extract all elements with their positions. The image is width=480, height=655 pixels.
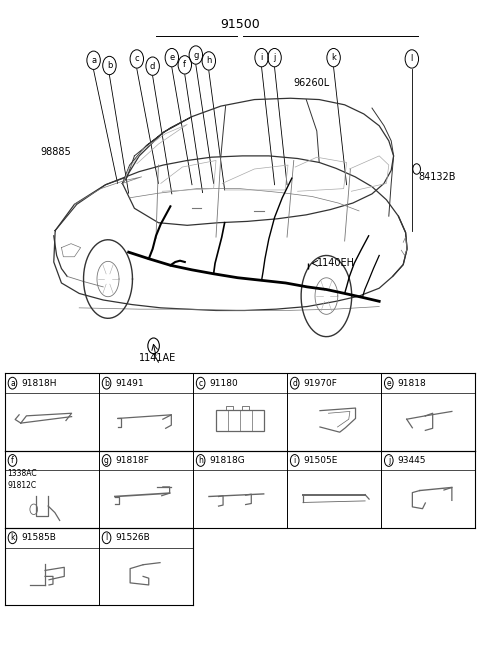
Text: j: j bbox=[274, 53, 276, 62]
Text: l: l bbox=[106, 533, 108, 542]
Text: i: i bbox=[261, 53, 263, 62]
Text: 1338AC: 1338AC bbox=[8, 470, 37, 478]
Text: a: a bbox=[91, 56, 96, 65]
Text: 91818G: 91818G bbox=[209, 456, 245, 465]
Text: i: i bbox=[294, 456, 296, 465]
Text: d: d bbox=[150, 62, 156, 71]
Text: k: k bbox=[331, 53, 336, 62]
Bar bbox=[216, 409, 264, 432]
Text: l: l bbox=[411, 54, 413, 64]
Text: f: f bbox=[11, 456, 14, 465]
Text: b: b bbox=[107, 61, 112, 70]
Text: c: c bbox=[134, 54, 139, 64]
Text: d: d bbox=[292, 379, 297, 388]
Text: 91505E: 91505E bbox=[303, 456, 338, 465]
Text: h: h bbox=[198, 456, 203, 465]
Text: 84132B: 84132B bbox=[419, 172, 456, 182]
Text: 91585B: 91585B bbox=[21, 533, 56, 542]
Text: 93445: 93445 bbox=[397, 456, 426, 465]
Text: 91818F: 91818F bbox=[115, 456, 149, 465]
Text: e: e bbox=[169, 53, 174, 62]
Text: 1140EH: 1140EH bbox=[317, 258, 355, 269]
Text: e: e bbox=[386, 379, 391, 388]
Text: k: k bbox=[10, 533, 15, 542]
Text: b: b bbox=[104, 379, 109, 388]
Text: 91818H: 91818H bbox=[21, 379, 57, 388]
Text: 91818: 91818 bbox=[397, 379, 426, 388]
Text: a: a bbox=[10, 379, 15, 388]
Text: 91812C: 91812C bbox=[8, 481, 37, 490]
Text: h: h bbox=[206, 56, 212, 66]
Text: 1141AE: 1141AE bbox=[139, 353, 176, 364]
Text: 96260L: 96260L bbox=[294, 77, 330, 88]
Text: 98885: 98885 bbox=[41, 147, 72, 157]
Text: 91500: 91500 bbox=[220, 18, 260, 31]
Text: g: g bbox=[193, 50, 199, 60]
Text: 91491: 91491 bbox=[115, 379, 144, 388]
Text: f: f bbox=[183, 60, 186, 69]
Text: 91526B: 91526B bbox=[115, 533, 150, 542]
Text: j: j bbox=[388, 456, 390, 465]
Text: c: c bbox=[199, 379, 203, 388]
Text: g: g bbox=[104, 456, 109, 465]
Text: 91180: 91180 bbox=[209, 379, 238, 388]
Text: 91970F: 91970F bbox=[303, 379, 337, 388]
